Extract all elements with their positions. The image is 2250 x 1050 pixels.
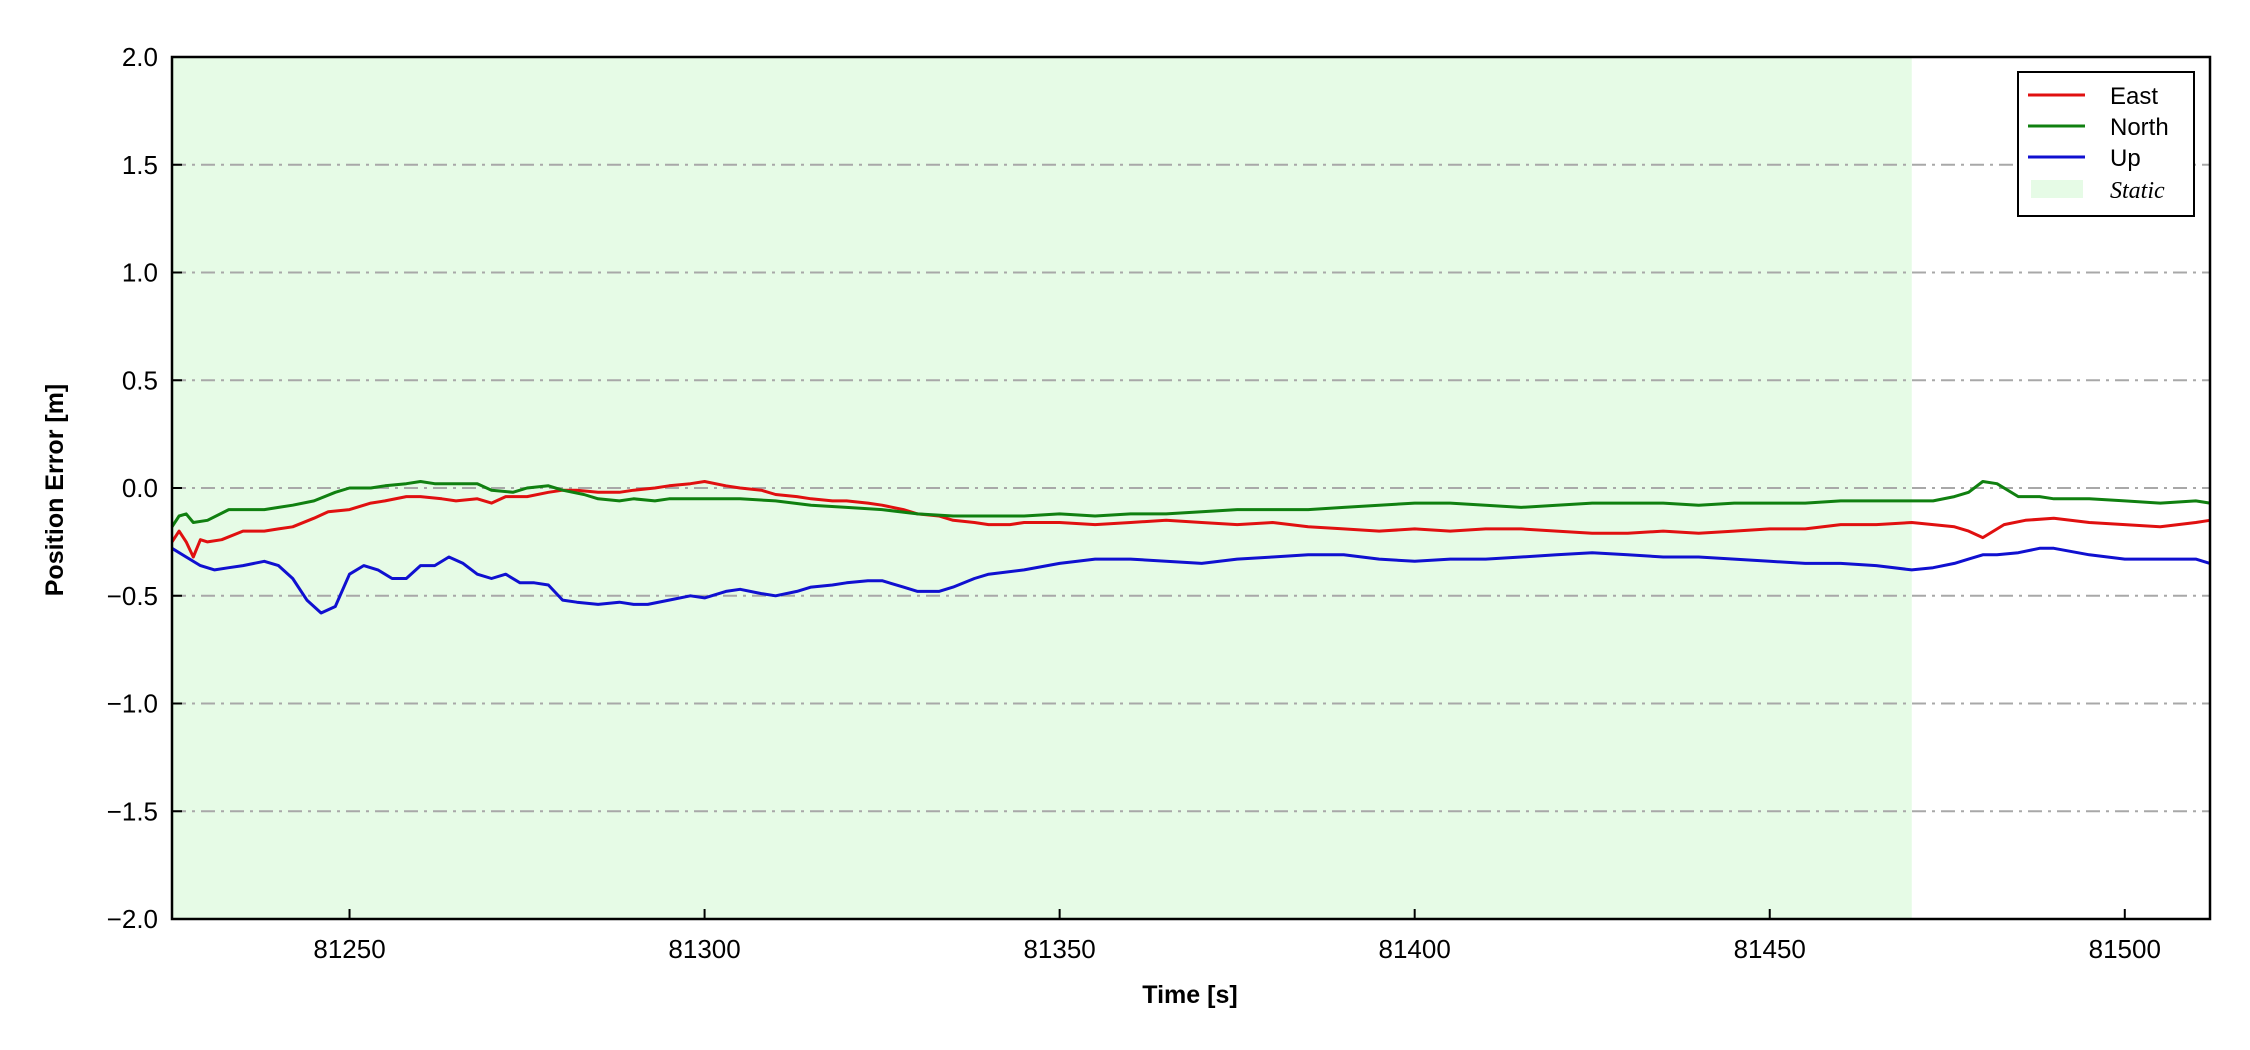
y-tick-label: 0.0 <box>122 473 158 503</box>
y-tick-label: −1.0 <box>107 689 158 719</box>
legend-label-east: East <box>2110 83 2158 110</box>
x-tick-label: 81350 <box>1023 934 1095 964</box>
legend-label-static: Static <box>2110 178 2165 204</box>
series-line-up <box>171 546 2211 615</box>
x-tick-label: 81250 <box>313 934 385 964</box>
legend-label-north: North <box>2110 114 2169 141</box>
y-tick-label: 2.0 <box>122 42 158 72</box>
y-tick-label: 1.5 <box>122 150 158 180</box>
x-axis-title: Time [s] <box>1142 981 1237 1009</box>
legend-swatch-static <box>2031 180 2083 198</box>
y-tick-label: −1.5 <box>107 796 158 826</box>
y-axis-title: Position Error [m] <box>41 384 69 597</box>
x-tick-label: 81400 <box>1379 934 1451 964</box>
legend-label-up: Up <box>2110 145 2141 172</box>
y-tick-label: −2.0 <box>107 904 158 934</box>
x-tick-label: 81500 <box>2089 934 2161 964</box>
series-line-north <box>170 480 2211 528</box>
y-tick-label: −0.5 <box>107 581 158 611</box>
y-tick-label: 0.5 <box>122 365 158 395</box>
legend: East North Up Static <box>2017 71 2195 217</box>
x-tick-label: 81450 <box>1734 934 1806 964</box>
y-tick-label: 1.0 <box>122 258 158 288</box>
static-region <box>172 57 1912 919</box>
x-tick-label: 81300 <box>668 934 740 964</box>
